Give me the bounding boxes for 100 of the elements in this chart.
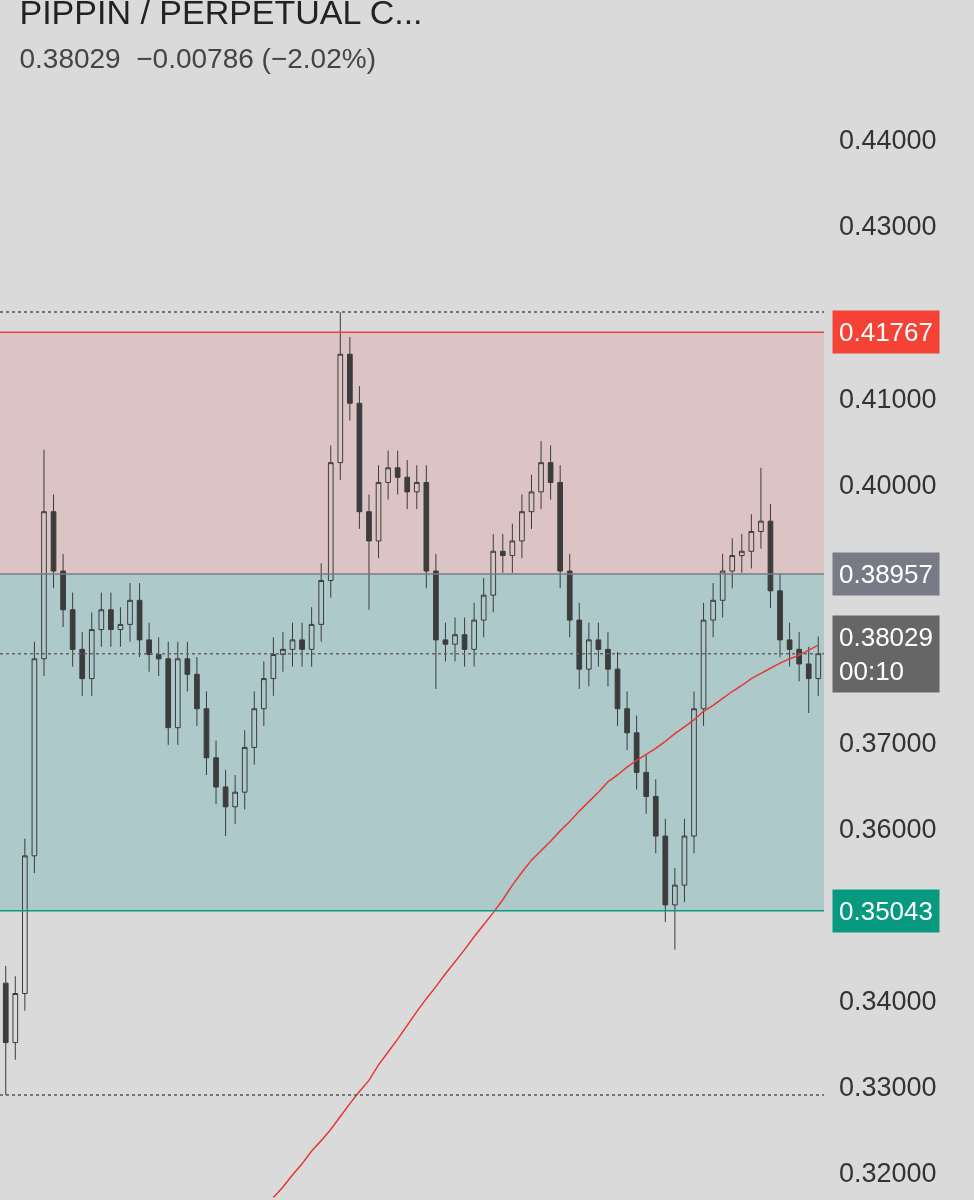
y-tick-label: 0.32000	[839, 1157, 937, 1188]
candlestick	[69, 592, 76, 668]
candlestick	[643, 754, 650, 815]
candlestick	[738, 533, 745, 574]
candlestick	[12, 975, 19, 1061]
candlestick	[232, 774, 238, 825]
candlestick	[538, 440, 544, 510]
candlestick	[777, 573, 783, 658]
candlestick	[519, 493, 525, 559]
candlestick	[41, 449, 47, 677]
candlestick	[155, 636, 162, 677]
candlestick	[146, 622, 152, 673]
candlestick	[117, 606, 124, 648]
candlestick	[327, 444, 334, 599]
candlestick	[624, 691, 630, 751]
candlestick	[719, 553, 726, 619]
candlestick	[605, 631, 611, 687]
candlestick	[127, 582, 133, 643]
y-tick-label: 0.36000	[839, 813, 937, 844]
candlestick	[136, 582, 143, 658]
candlestick	[595, 622, 602, 668]
candlestick	[700, 602, 707, 727]
candlestick	[767, 503, 774, 609]
candlestick	[251, 691, 258, 766]
candlestick	[375, 464, 382, 559]
candlestick	[184, 641, 191, 693]
candlestick	[260, 660, 267, 727]
candlestick	[547, 444, 554, 501]
candlestick	[633, 715, 640, 791]
candlestick	[710, 582, 716, 638]
candlestick	[165, 641, 172, 746]
ref-line-label: 0.41767	[839, 317, 933, 347]
candlestick	[366, 493, 372, 611]
y-tick-label: 0.41000	[839, 383, 937, 414]
candlestick	[442, 622, 449, 662]
y-tick-label: 0.33000	[839, 1071, 937, 1102]
candlestick	[423, 464, 430, 589]
candlestick	[194, 656, 200, 727]
candlestick	[79, 631, 86, 697]
candlestick	[691, 691, 697, 854]
chart-title: PIPPIN / PERPETUAL C...	[19, 0, 423, 31]
candlestick	[729, 537, 736, 589]
candlestick	[337, 311, 344, 481]
candlestick	[60, 553, 66, 628]
candlestick	[748, 513, 755, 569]
candlestick	[672, 867, 678, 951]
candlestick	[614, 651, 621, 727]
candlestick	[299, 622, 305, 668]
candlestick	[289, 622, 296, 668]
y-tick-label: 0.34000	[839, 985, 937, 1016]
candlestick	[499, 533, 506, 574]
ref-line-label: 0.35043	[839, 896, 933, 926]
candlestick	[490, 533, 497, 613]
candlestick	[413, 464, 420, 510]
candlestick	[786, 622, 793, 668]
candlestick	[796, 631, 802, 682]
candlestick	[805, 646, 812, 714]
candlestick	[480, 577, 487, 638]
candlestick	[88, 611, 95, 697]
candlestick	[566, 553, 573, 638]
candlestick	[557, 464, 564, 589]
candlestick	[213, 740, 219, 805]
candlestick	[461, 617, 468, 668]
candlestick	[471, 602, 477, 668]
chart-subtitle: 0.38029 −0.00786 (−2.02%)	[19, 43, 376, 75]
line-series	[272, 644, 820, 1199]
candlestick	[108, 592, 114, 648]
candlestick	[308, 606, 315, 668]
y-tick-label: 0.44000	[839, 125, 937, 156]
candlestick	[241, 729, 248, 810]
candlestick	[50, 493, 57, 589]
y-tick-label: 0.37000	[839, 727, 937, 758]
candlestick	[318, 562, 325, 643]
candlestick	[222, 769, 229, 837]
candlestick	[203, 691, 210, 776]
candlestick	[270, 636, 277, 697]
y-tick-label: 0.40000	[839, 469, 937, 500]
candlestick	[394, 450, 401, 495]
candlestick	[356, 385, 363, 530]
candlestick	[280, 631, 286, 673]
candlestick	[652, 778, 659, 854]
candlestick	[385, 450, 391, 501]
candlestick	[2, 965, 9, 1096]
candlestick	[662, 818, 669, 923]
ref-line-label: 0.38029 00:10	[839, 622, 933, 686]
candlestick	[98, 592, 105, 648]
candlestick	[174, 641, 181, 746]
candlestick	[758, 467, 764, 550]
candlestick	[22, 838, 28, 1012]
candlestick	[815, 635, 822, 697]
candlestick	[509, 523, 516, 574]
candlestick	[576, 602, 583, 690]
candlestick	[681, 818, 688, 903]
candlestick	[452, 617, 458, 662]
candlestick	[528, 474, 535, 530]
candlestick	[404, 459, 411, 510]
candlestick	[347, 336, 353, 421]
candlestick	[31, 641, 38, 874]
candlestick	[433, 553, 439, 690]
ref-line-label: 0.38957	[839, 559, 933, 589]
